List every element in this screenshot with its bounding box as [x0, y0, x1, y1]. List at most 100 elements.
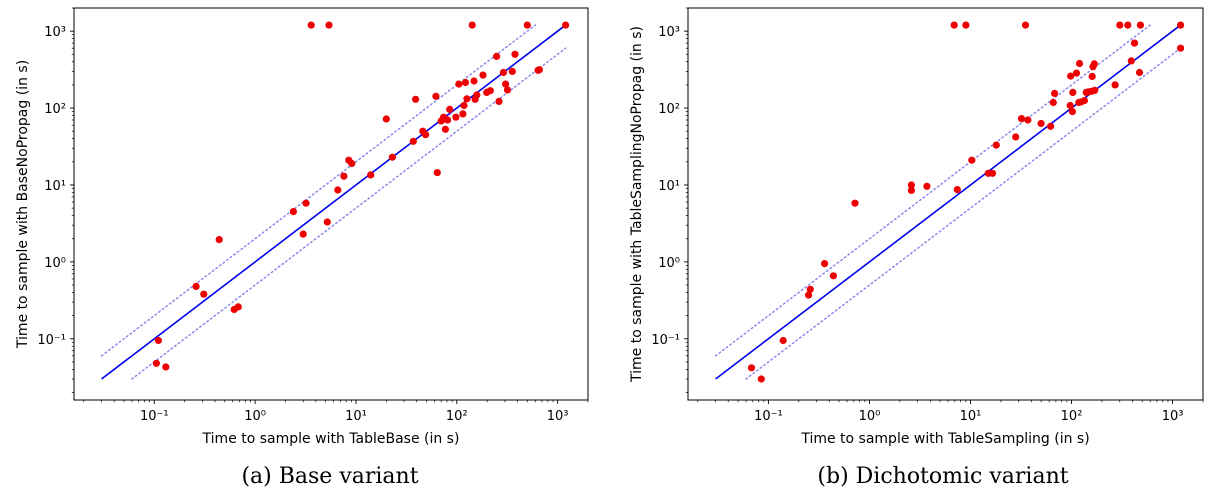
- y-axis-label-a: Time to sample with BaseNoPropag (in s): [15, 60, 31, 349]
- data-point: [1177, 44, 1185, 52]
- data-point: [1091, 86, 1099, 94]
- data-point: [907, 186, 916, 194]
- data-point: [923, 182, 931, 190]
- data-point: [412, 95, 420, 103]
- y-axis-label-b: Time to sample with TableSamplingNoPropa…: [629, 26, 645, 383]
- data-point: [473, 91, 481, 99]
- data-point: [302, 199, 310, 207]
- data-point: [1021, 21, 1030, 29]
- data-point: [1177, 21, 1185, 29]
- x-tick-label: 10¹: [960, 409, 982, 424]
- data-point: [154, 336, 162, 345]
- data-point: [388, 153, 396, 161]
- data-point: [1127, 57, 1135, 65]
- data-point: [1012, 133, 1020, 141]
- y-tick-label: 10⁰: [44, 256, 66, 271]
- y-tick-label: 10¹: [658, 179, 680, 194]
- factor-line-a-2: [131, 47, 567, 380]
- data-point: [562, 21, 570, 29]
- data-point: [323, 218, 331, 226]
- data-point: [535, 66, 544, 74]
- data-point: [1037, 119, 1045, 128]
- data-point: [234, 303, 242, 311]
- scatter-points-b: [747, 21, 1185, 383]
- data-point: [299, 230, 307, 238]
- data-point: [1088, 72, 1096, 80]
- plot-frame-a: [73, 7, 589, 401]
- data-point: [200, 290, 208, 298]
- x-tick-label: 10²: [446, 409, 468, 424]
- data-point: [433, 169, 441, 177]
- data-point: [508, 67, 516, 75]
- reference-lines-b: [714, 24, 1182, 380]
- data-point: [334, 186, 342, 194]
- data-point: [340, 172, 348, 180]
- scatter-points-a: [152, 21, 570, 371]
- factor-line-b-2: [745, 47, 1182, 380]
- data-point: [461, 78, 470, 87]
- data-point: [460, 101, 468, 110]
- data-point: [821, 260, 829, 268]
- data-point: [468, 21, 476, 29]
- data-point: [1047, 122, 1055, 130]
- data-point: [446, 105, 454, 113]
- data-point: [307, 21, 315, 29]
- data-point: [747, 364, 756, 372]
- data-point: [289, 208, 297, 216]
- data-point: [907, 181, 916, 189]
- data-point: [325, 21, 333, 29]
- data-point: [495, 97, 503, 105]
- y-tick-label: 10⁻¹: [37, 333, 66, 348]
- reference-lines-a: [100, 24, 567, 380]
- data-point: [1017, 115, 1026, 123]
- data-point: [1075, 59, 1084, 68]
- data-point: [162, 363, 170, 371]
- x-tick-label: 10¹: [345, 409, 367, 424]
- identity-line-b-0: [715, 24, 1182, 380]
- data-point: [493, 52, 501, 61]
- data-point: [348, 159, 356, 168]
- data-point: [779, 336, 787, 345]
- data-point: [1090, 60, 1098, 68]
- data-point: [523, 21, 531, 29]
- data-point: [805, 291, 813, 299]
- y-tick-label: 10²: [44, 102, 66, 117]
- identity-line-a-0: [101, 24, 567, 380]
- data-point: [950, 21, 958, 29]
- data-point: [432, 92, 440, 100]
- data-point: [1069, 88, 1077, 96]
- data-point: [1024, 116, 1032, 124]
- data-point: [422, 131, 430, 139]
- data-point: [1111, 81, 1119, 89]
- data-point: [1068, 108, 1076, 116]
- data-point: [463, 95, 471, 103]
- data-point: [1124, 21, 1132, 29]
- x-ticks-a: 10⁻¹ 10⁰ 10¹ 10² 10³: [83, 400, 589, 424]
- data-point: [455, 80, 463, 88]
- data-point: [382, 115, 390, 123]
- data-point: [953, 186, 961, 194]
- data-point: [829, 272, 838, 280]
- data-point: [1135, 68, 1144, 77]
- data-point: [1116, 21, 1124, 29]
- y-ticks-b: 10⁻¹ 10⁰ 10¹ 10² 10³: [651, 7, 688, 393]
- factor-line-a-1: [100, 24, 537, 357]
- data-point: [1080, 97, 1088, 105]
- panel-b: 10⁻¹ 10⁰ 10¹ 10² 10³ 10⁻¹ 10⁰ 10¹ 10² 10³ Time t…: [629, 7, 1204, 489]
- caption-a: (a) Base variant: [241, 464, 418, 489]
- x-tick-label: 10³: [547, 409, 569, 424]
- data-point: [962, 21, 970, 29]
- data-point: [511, 50, 519, 58]
- x-tick-label: 10²: [1061, 409, 1083, 424]
- data-point: [470, 77, 478, 85]
- data-point: [409, 137, 417, 145]
- y-tick-label: 10⁰: [658, 256, 680, 271]
- data-point: [486, 87, 494, 95]
- y-ticks-a: 10⁻¹ 10⁰ 10¹ 10² 10³: [37, 7, 74, 393]
- data-point: [503, 86, 512, 94]
- panel-a: 10⁻¹ 10⁰ 10¹ 10² 10³ 10⁻¹ 10⁰ 10¹ 10² 10³ Time t…: [15, 7, 589, 489]
- data-point: [441, 125, 449, 133]
- data-point: [1136, 21, 1144, 29]
- y-tick-label: 10²: [658, 102, 680, 117]
- data-point: [1130, 39, 1139, 47]
